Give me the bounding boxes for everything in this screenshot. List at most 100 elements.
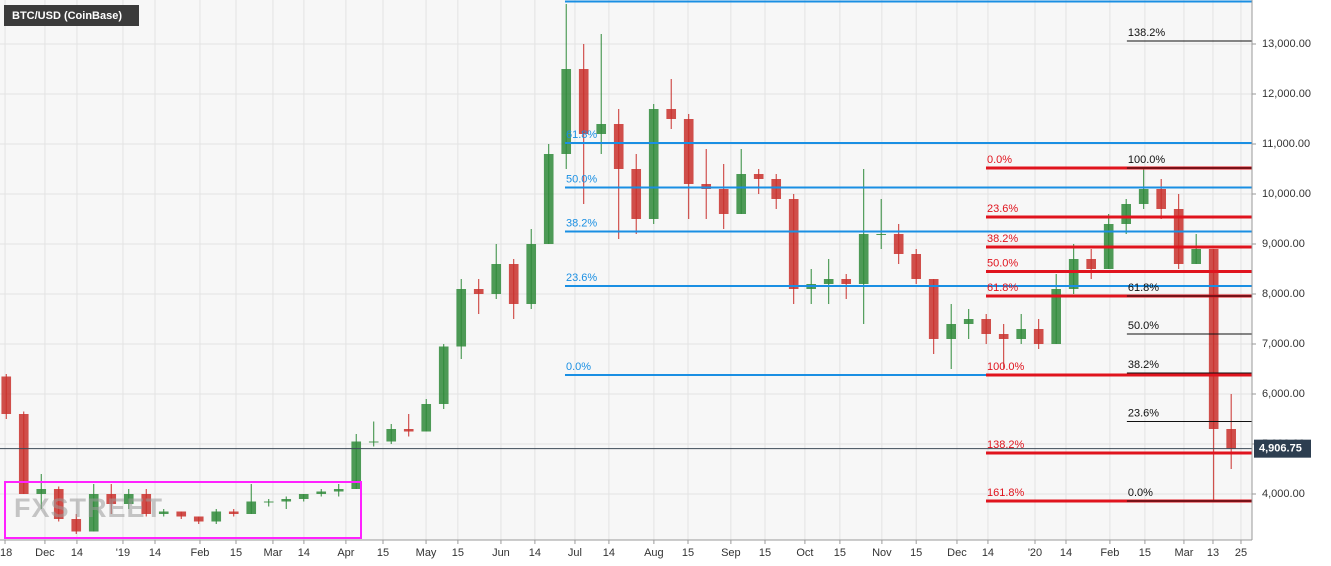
candle-body bbox=[1016, 329, 1027, 339]
x-tick-label: Jul bbox=[568, 547, 582, 559]
candle-body bbox=[88, 494, 99, 532]
y-tick-label: 13,000.00 bbox=[1262, 38, 1311, 50]
fib-level-label: 61.8% bbox=[987, 282, 1018, 294]
candle-body bbox=[1033, 329, 1044, 344]
watermark: FXSTREET bbox=[14, 493, 163, 523]
y-tick-label: 6,000.00 bbox=[1262, 388, 1305, 400]
fib-level-label: 50.0% bbox=[566, 173, 597, 185]
candle-body bbox=[298, 494, 309, 499]
candle-body bbox=[1138, 189, 1149, 204]
last-price-tag bbox=[1254, 439, 1311, 458]
y-tick-label: 11,000.00 bbox=[1262, 138, 1310, 150]
x-tick-label: 14 bbox=[298, 547, 310, 559]
fib-level-label: 61.8% bbox=[566, 129, 597, 141]
candle-body bbox=[176, 511, 187, 517]
x-tick-label: 25 bbox=[1235, 547, 1247, 559]
candle-body bbox=[683, 119, 694, 184]
candle-body bbox=[1156, 189, 1166, 209]
candle-body bbox=[998, 334, 1009, 339]
y-tick-label: 12,000.00 bbox=[1262, 88, 1311, 100]
candle-body bbox=[1226, 429, 1236, 449]
candle-body bbox=[893, 234, 904, 254]
candle-body bbox=[1191, 249, 1201, 264]
candle-body bbox=[946, 324, 957, 339]
candle-body bbox=[421, 404, 432, 432]
candle-body bbox=[928, 279, 939, 339]
candle-body bbox=[911, 254, 922, 279]
x-tick-label: '19 bbox=[116, 547, 130, 559]
candle-body bbox=[1, 376, 12, 414]
axes: 4,000.005,000.006,000.007,000.008,000.00… bbox=[0, 38, 1311, 559]
candle-body bbox=[438, 346, 449, 404]
fib-level-label: 50.0% bbox=[1128, 320, 1159, 332]
x-tick-label: Apr bbox=[337, 547, 354, 559]
x-tick-label: Aug bbox=[644, 547, 664, 559]
candle-body bbox=[351, 441, 362, 489]
x-tick-label: 14 bbox=[529, 547, 541, 559]
candle-body bbox=[963, 319, 974, 324]
candle-body bbox=[718, 189, 729, 214]
candle-body bbox=[613, 124, 624, 169]
x-tick-label: 13 bbox=[1207, 547, 1219, 559]
y-tick-label: 10,000.00 bbox=[1262, 188, 1311, 200]
x-tick-label: 14 bbox=[71, 547, 83, 559]
candle-body bbox=[543, 154, 554, 244]
y-tick-label: 4,000.00 bbox=[1262, 488, 1305, 500]
candle-body bbox=[1051, 289, 1061, 344]
x-tick-label: Feb bbox=[190, 547, 209, 559]
candle-body bbox=[141, 494, 152, 514]
x-tick-label: 15 bbox=[759, 547, 771, 559]
x-tick-label: 14 bbox=[149, 547, 161, 559]
fib-level-label: 138.2% bbox=[987, 439, 1025, 451]
fib-level-label: 50.0% bbox=[987, 257, 1018, 269]
candle-body bbox=[333, 489, 344, 492]
x-tick-label: Nov bbox=[872, 547, 892, 559]
candle-body bbox=[473, 289, 484, 294]
candle-body bbox=[158, 511, 169, 514]
y-tick-label: 9,000.00 bbox=[1262, 238, 1305, 250]
candle-body bbox=[228, 511, 239, 514]
candle-body bbox=[1086, 259, 1096, 269]
candle-body bbox=[753, 174, 764, 179]
fib-level-label: 0.0% bbox=[1128, 487, 1153, 499]
fib-level-label: 23.6% bbox=[1128, 407, 1159, 419]
fib-level-label: 61.8% bbox=[1128, 282, 1159, 294]
candle-body bbox=[1208, 249, 1219, 429]
candle-body bbox=[18, 414, 29, 494]
candle-body bbox=[841, 279, 852, 284]
candle-body bbox=[631, 169, 642, 219]
candle-body bbox=[823, 279, 834, 284]
candle-body bbox=[876, 234, 887, 235]
fib-level-label: 38.2% bbox=[987, 233, 1018, 245]
candle-body bbox=[596, 124, 607, 134]
marks bbox=[1, 4, 1236, 534]
fib-level-label: 100.0% bbox=[987, 361, 1025, 373]
candle-body bbox=[193, 516, 204, 522]
x-tick-label: Mar bbox=[263, 547, 282, 559]
x-tick-label: May bbox=[416, 547, 437, 559]
x-tick-label: 15 bbox=[1139, 547, 1151, 559]
x-tick-label: 15 bbox=[682, 547, 694, 559]
candle-body bbox=[53, 489, 64, 519]
x-tick-label: 15 bbox=[834, 547, 846, 559]
levels: 61.8% 50.0% 38.2% 23.6% 0.0% 0.0% 23.6% 38.2% 50… bbox=[0, 0, 1252, 503]
x-tick-label: 14 bbox=[1060, 547, 1072, 559]
fib-level-label: 23.6% bbox=[987, 203, 1018, 215]
x-tick-label: 14 bbox=[603, 547, 615, 559]
candle-body bbox=[526, 244, 537, 304]
candle-body bbox=[666, 109, 677, 119]
candle-body bbox=[981, 319, 992, 334]
candle-body bbox=[858, 234, 869, 284]
candle-body bbox=[736, 174, 747, 214]
candle-body bbox=[508, 264, 519, 304]
x-tick-label: Dec bbox=[35, 547, 55, 559]
x-tick-label: 15 bbox=[230, 547, 242, 559]
candle-body bbox=[561, 69, 572, 154]
candle-body bbox=[71, 519, 82, 532]
last-price-label: 4,906.75 bbox=[1259, 443, 1302, 455]
candle-body bbox=[788, 199, 799, 289]
chart-title: BTC/USD (CoinBase) bbox=[12, 10, 122, 22]
x-tick-label: 15 bbox=[910, 547, 922, 559]
